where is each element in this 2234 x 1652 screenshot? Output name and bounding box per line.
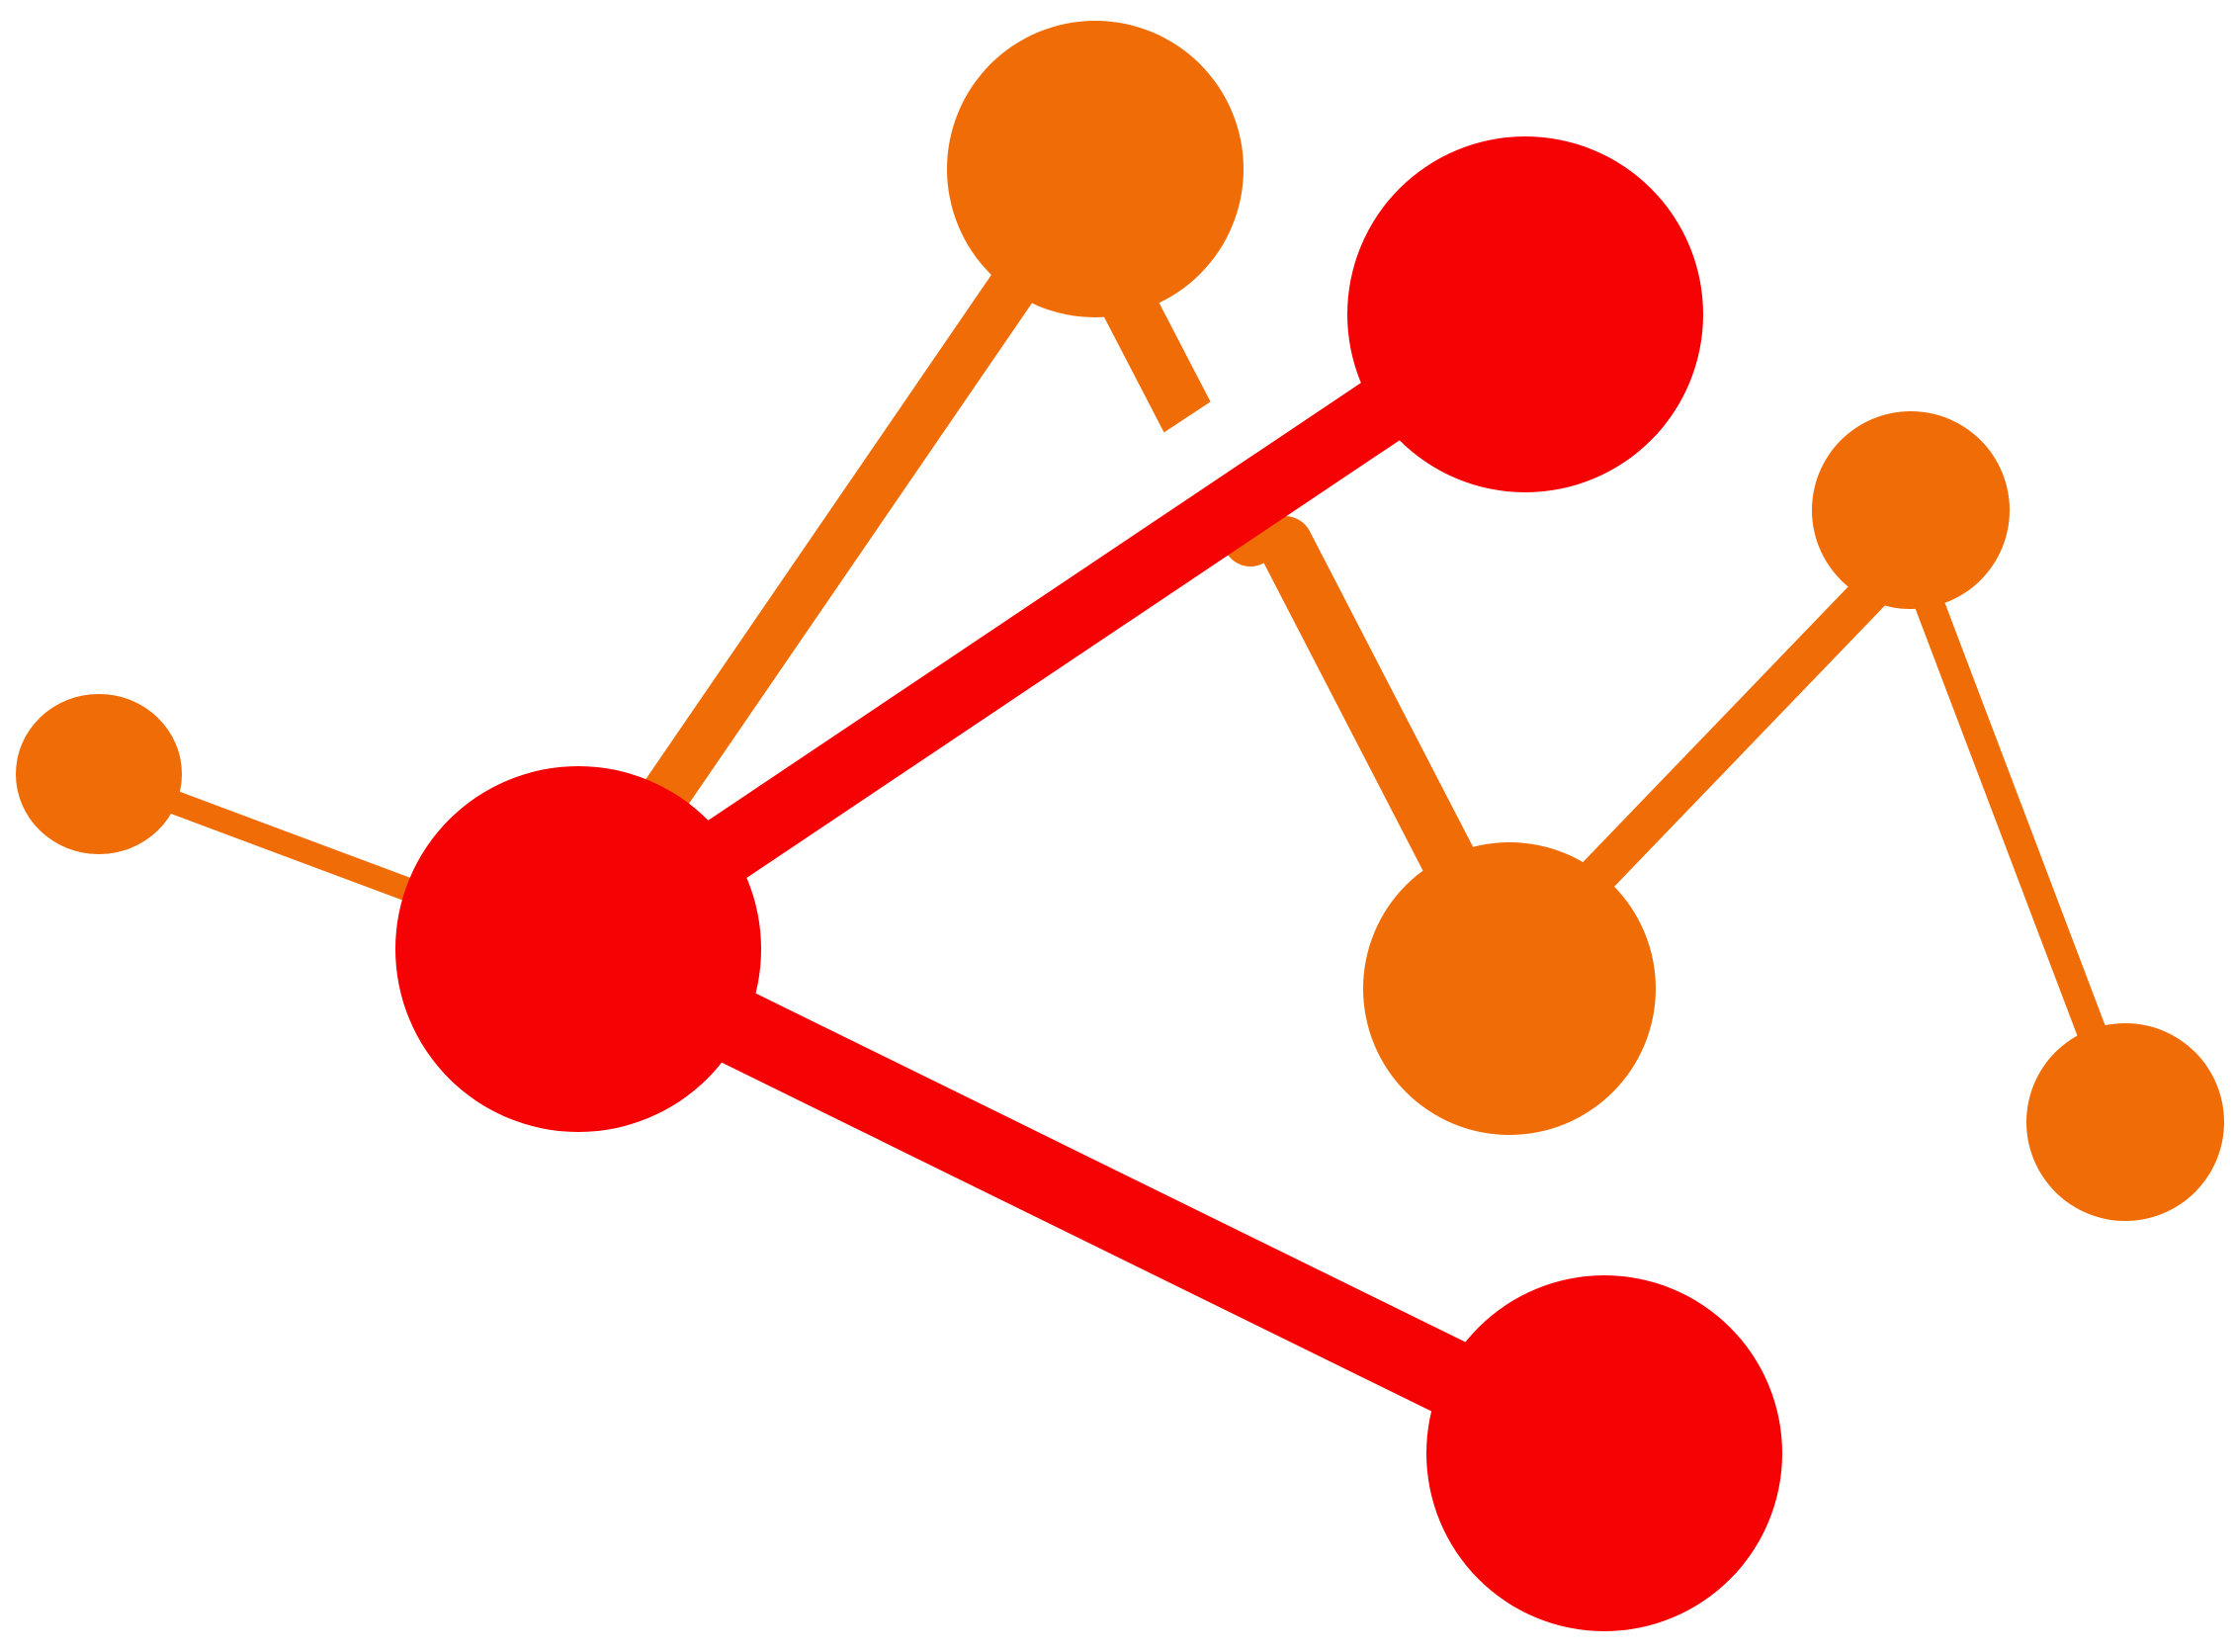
node-right-upper xyxy=(1812,411,2010,609)
node-small-left xyxy=(16,694,182,854)
edge-right-upper-to-right-lower xyxy=(1888,519,2135,1122)
red-network xyxy=(395,136,1782,1631)
orange-nodes xyxy=(16,21,2224,1221)
node-top-right xyxy=(1347,136,1703,492)
node-hub xyxy=(395,766,761,1132)
edge-hub-to-bottom-right xyxy=(540,911,1643,1492)
node-top xyxy=(947,21,1244,317)
crossing-gap xyxy=(1146,310,1410,535)
edge-top-to-hub xyxy=(638,262,1038,824)
node-bottom-middle xyxy=(1363,842,1656,1135)
red-edges xyxy=(540,280,1643,1492)
node-right-lower xyxy=(2026,1023,2224,1221)
orange-network xyxy=(16,21,2224,1221)
node-bottom-right xyxy=(1426,1275,1782,1631)
red-nodes xyxy=(395,136,1782,1631)
edge-hub-to-top-right xyxy=(544,280,1560,984)
